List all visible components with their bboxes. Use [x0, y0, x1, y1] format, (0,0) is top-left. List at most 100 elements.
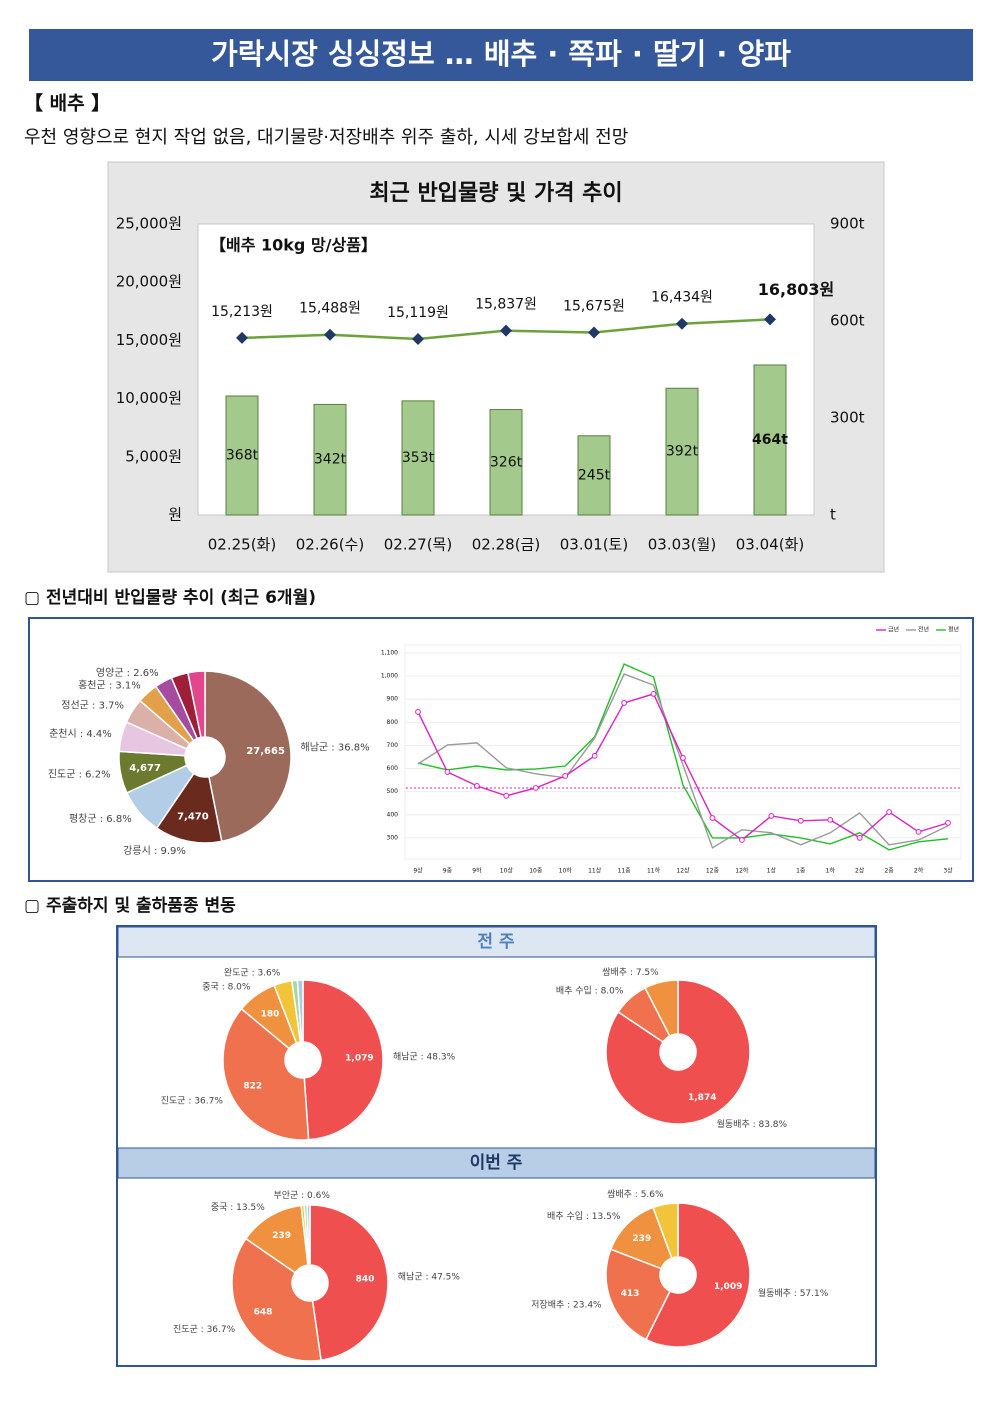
line-marker: [650, 691, 657, 697]
legend-label: 전년: [918, 626, 929, 634]
series-line: [417, 673, 949, 849]
slice-inner-label: 4,677: [129, 763, 161, 774]
slice-label: 춘천시 : 4.4%: [49, 728, 112, 740]
x-tick-label: 03.01(토): [560, 536, 628, 554]
x-tick-label: 3상: [943, 867, 953, 875]
slice-label: 쌈배추 : 7.5%: [602, 967, 659, 978]
x-tick-label: 02.26(수): [296, 536, 364, 554]
x-tick-label: 02.27(목): [384, 536, 452, 554]
week-label: 이번 주: [470, 1153, 523, 1173]
bar: [665, 387, 699, 516]
line-marker: [680, 755, 686, 761]
table-header: [117, 1147, 876, 1179]
line-marker: [856, 834, 863, 841]
line-marker: [473, 782, 480, 789]
y-tick-label: 600: [387, 765, 399, 772]
slice-label: 진도군 : 6.2%: [48, 768, 111, 780]
series-line: [417, 663, 949, 851]
bar-value-label: 342t: [314, 452, 347, 468]
y-tick-label: 800: [387, 719, 399, 726]
slice-inner-label: 7,470: [177, 812, 209, 823]
line-marker: [709, 815, 716, 821]
bar-value-label: 464t: [752, 432, 788, 448]
bar: [577, 435, 611, 516]
y-tick-label: 15,000원: [116, 331, 182, 349]
line-marker: [532, 785, 539, 791]
x-tick-label: 10중: [529, 868, 543, 875]
line-marker: [503, 792, 510, 799]
line-marker: [827, 816, 834, 823]
y-tick-label: 1,100: [381, 650, 398, 657]
y2-tick-label: t: [830, 506, 836, 524]
slice-label: 부안군 : 0.6%: [273, 1190, 330, 1201]
slice-inner-label: 239: [632, 1234, 651, 1244]
pie-slice: [302, 979, 384, 1141]
legend-label: 금년: [888, 626, 899, 634]
line-marker: [324, 328, 336, 341]
x-tick-label: 2하: [914, 867, 924, 875]
slice-label: 해남군 : 48.3%: [393, 1051, 456, 1062]
x-tick-label: 03.04(화): [736, 536, 804, 554]
x-tick-label: 03.03(월): [648, 536, 716, 554]
slice-label: 월동배추 : 83.8%: [717, 1118, 788, 1130]
line-value-label: 15,119원: [387, 305, 449, 321]
line-value-label: 15,675원: [563, 299, 625, 315]
header-bar: [29, 29, 973, 81]
bar: [753, 364, 787, 516]
line-marker: [945, 819, 951, 826]
slice-inner-label: 180: [261, 1010, 280, 1020]
y-tick-label: 원: [168, 506, 182, 524]
pie-slice: [644, 979, 679, 1037]
slice-label: 배추 수입 : 8.0%: [556, 984, 624, 996]
bar-value-label: 368t: [226, 448, 259, 464]
pie-slice: [605, 1248, 672, 1341]
chart-annotation: 【배추 10kg 망/상품】: [210, 236, 377, 255]
x-tick-label: 9중: [443, 868, 453, 875]
line-marker: [562, 773, 569, 779]
pie-slice: [309, 1204, 389, 1362]
x-tick-label: 1중: [796, 868, 806, 875]
slice-label: 해남군 : 47.5%: [398, 1271, 461, 1282]
bar: [401, 400, 435, 516]
x-tick-label: 12하: [735, 867, 749, 875]
line-marker: [500, 324, 512, 337]
slice-inner-label: 840: [356, 1275, 375, 1285]
header-title: 가락시장 싱싱정보 … 배추 · 쪽파 · 딸기 · 양파: [211, 37, 791, 71]
y-tick-label: 300: [387, 834, 399, 841]
y-tick-label: 500: [387, 788, 399, 795]
slice-label: 진도군 : 36.7%: [173, 1324, 236, 1335]
line-marker: [764, 313, 776, 326]
line-marker: [797, 817, 804, 824]
slice-label: 강릉시 : 9.9%: [123, 845, 186, 857]
y2-tick-label: 600t: [830, 312, 865, 330]
x-tick-label: 10상: [500, 867, 514, 875]
slice-inner-label: 413: [621, 1289, 640, 1299]
line-marker: [738, 837, 745, 843]
y-tick-label: 700: [387, 742, 399, 749]
pie-slice: [652, 1202, 679, 1260]
bar: [313, 403, 347, 516]
y-tick-label: 5,000원: [125, 447, 182, 465]
slice-label: 진도군 : 36.7%: [161, 1096, 224, 1107]
pie-slice: [231, 1237, 322, 1362]
x-tick-label: 11상: [588, 867, 602, 875]
slice-label: 홍천군 : 3.1%: [78, 679, 141, 692]
slice-inner-label: 239: [272, 1231, 291, 1241]
x-tick-label: 1하: [826, 867, 836, 875]
x-tick-label: 9하: [472, 867, 482, 875]
line-value-label: 16,434원: [651, 290, 713, 306]
slice-label: 중국 : 8.0%: [202, 981, 251, 992]
legend-label: 평년: [948, 626, 959, 634]
slice-inner-label: 1,079: [345, 1054, 373, 1064]
section-heading: 【 배추 】: [24, 92, 110, 115]
line-value-label: 15,488원: [299, 301, 361, 317]
slice-label: 완도군 : 3.6%: [224, 967, 281, 978]
section-summary: 우천 영향으로 현지 작업 없음, 대기물량·저장배추 위주 출하, 시세 강보…: [24, 127, 628, 148]
slice-label: 해남군 : 36.8%: [301, 741, 370, 754]
week-label: 전 주: [477, 932, 515, 952]
line-marker: [415, 709, 421, 715]
slice-inner-label: 27,665: [246, 746, 285, 757]
slice-label: 저장배추 : 23.4%: [531, 1299, 602, 1310]
